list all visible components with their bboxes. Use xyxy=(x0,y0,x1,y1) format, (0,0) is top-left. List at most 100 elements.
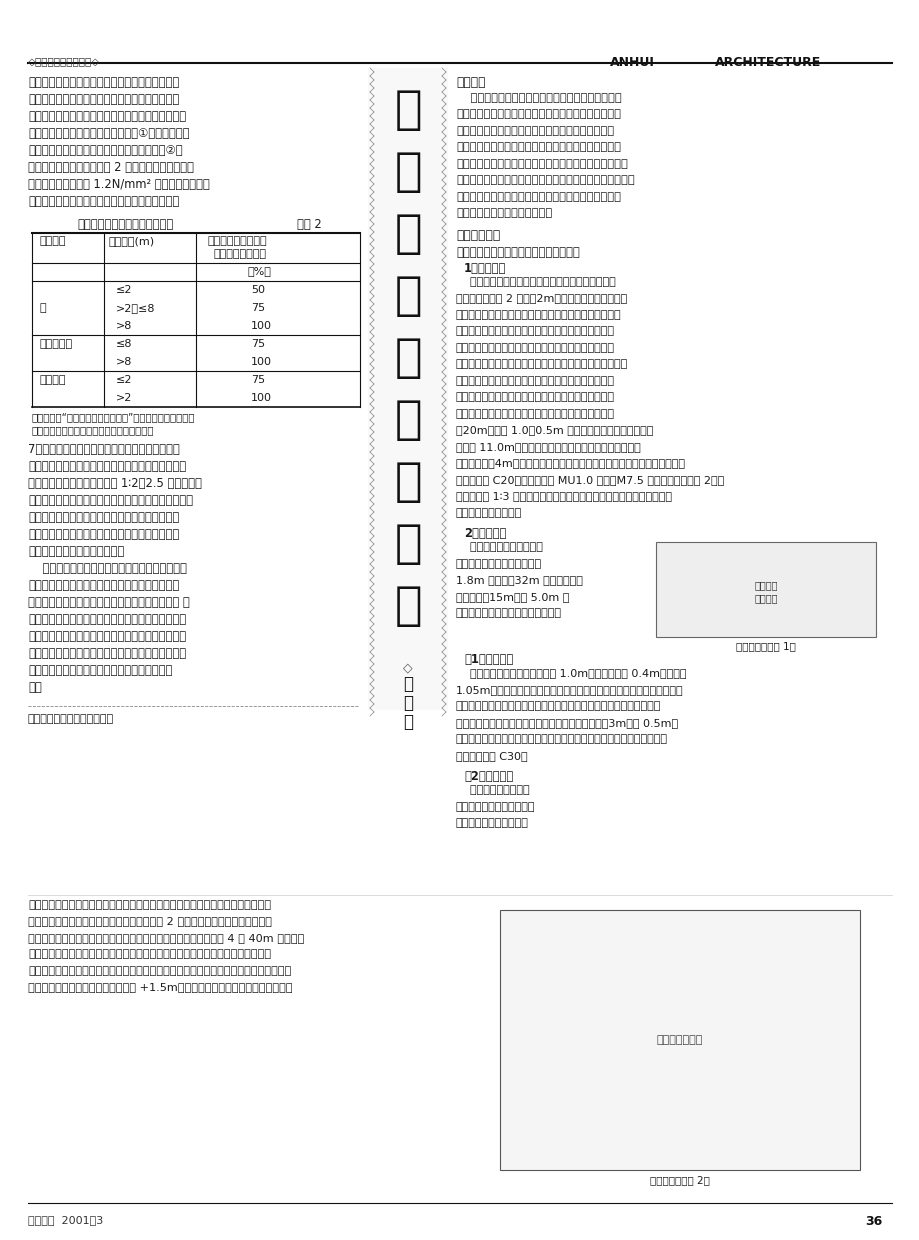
Text: 100: 100 xyxy=(251,393,272,403)
Text: （一）自来水泵房取水管顶管施工工作坑: （一）自来水泵房取水管顶管施工工作坑 xyxy=(456,246,579,259)
Text: 在: 在 xyxy=(394,212,421,257)
Text: ◇: ◇ xyxy=(403,661,413,675)
Text: 减少甚至根除工程质量通病，从而可创造良好工程，: 减少甚至根除工程质量通病，从而可创造良好工程， xyxy=(28,647,186,660)
Text: 75: 75 xyxy=(251,374,265,384)
Text: 填满，抖平，并加强养护；较大蜂窩和露筋，应凿去全: 填满，抖平，并加强养护；较大蜂窩和露筋，应凿去全 xyxy=(28,494,193,507)
Text: 础。: 础。 xyxy=(28,681,41,694)
Text: 用: 用 xyxy=(394,584,421,629)
Text: 100: 100 xyxy=(251,357,272,367)
Text: >2: >2 xyxy=(116,393,132,403)
Text: 程: 程 xyxy=(394,336,421,381)
Text: 边，土质主要为砂性土，地: 边，土质主要为砂性土，地 xyxy=(456,802,535,812)
Text: 部为基岩，为了加快工程: 部为基岩，为了加快工程 xyxy=(456,818,528,828)
Text: 沉井位置图（图 1）: 沉井位置图（图 1） xyxy=(735,641,795,651)
Text: 75: 75 xyxy=(251,303,265,312)
Text: 沉井位置: 沉井位置 xyxy=(754,593,777,603)
Text: （1）刃脚制作: （1）刃脚制作 xyxy=(463,653,513,666)
Text: 应: 应 xyxy=(394,522,421,567)
Text: 状有圆形、方形等，剑面形状有柱形、台阶形、锥形等。由: 状有圆形、方形等，剑面形状有柱形、台阶形、锥形等。由 xyxy=(456,176,634,186)
Text: >8: >8 xyxy=(116,357,132,367)
Text: 质报告及顶管设计的要求，经理设计计算，沉井为内净: 质报告及顶管设计的要求，经理设计计算，沉井为内净 xyxy=(456,409,614,419)
Text: 杰: 杰 xyxy=(403,713,413,732)
Text: 用于软弱地基处理或不能直接进行大开挖的基坑施工: 用于软弱地基处理或不能直接进行大开挖的基坑施工 xyxy=(456,126,614,136)
Text: 构基本完成，利用泵房内备水池作为工作坑，用管官方: 构基本完成，利用泵房内备水池作为工作坑，用管官方 xyxy=(456,326,614,336)
Text: （%）: （%） xyxy=(248,267,272,277)
Text: 1.05m，因土模标高位置地下水丰富，土质较差，施工前对其重新换土回: 1.05m，因土模标高位置地下水丰富，土质较差，施工前对其重新换土回 xyxy=(456,684,683,694)
Text: 泵将泥浆排到井外泥浆沉淠池，部分坚硬岩石采用人工风镐结合部分控制爆破，石: 泵将泥浆排到井外泥浆沉淠池，部分坚硬岩石采用人工风镐结合部分控制爆破，石 xyxy=(28,950,271,960)
Text: 即在泵房前挖一沉井，在沉井内进行顶管操作。根据地: 即在泵房前挖一沉井，在沉井内进行顶管操作。根据地 xyxy=(456,393,614,403)
Text: 模：混凝土强度应符合附表 2 规定，另外，在已浇筑: 模：混凝土强度应符合附表 2 规定，另外，在已浇筑 xyxy=(28,161,194,174)
Text: 周围土层压力，在沉井位置挖: 周围土层压力，在沉井位置挖 xyxy=(456,559,541,569)
Text: 50: 50 xyxy=(251,285,265,295)
Text: 结构跨度(m): 结构跨度(m) xyxy=(108,236,155,246)
Text: 安徽建筑  2001－3: 安徽建筑 2001－3 xyxy=(28,1215,103,1225)
Text: ≤2: ≤2 xyxy=(116,374,132,384)
Text: 块用吴车运出井外；控土顺序为中间先挖，外侧均匀对称，下挖土均匀对称，下挖土时，: 块用吴车运出井外；控土顺序为中间先挖，外侧均匀对称，下挖土均匀对称，下挖土时， xyxy=(28,966,291,976)
Text: 沉井结构图（图 2）: 沉井结构图（图 2） xyxy=(650,1176,709,1185)
Text: 7．拆模后如发现混凝土有缺陷，应及时修补，对: 7．拆模后如发现混凝土有缺陷，应及时修补，对 xyxy=(28,443,179,456)
Text: 水从井心控孔的要求。: 水从井心控孔的要求。 xyxy=(456,508,522,518)
Text: 式，有砖砂实沉井、混凝土沉井、钉筋砖沉井等；平面形: 式，有砖砂实沉井、混凝土沉井、钉筋砖沉井等；平面形 xyxy=(456,159,627,169)
Text: 根据用途的不同，有用于提供施工操作面的工作井，有: 根据用途的不同，有用于提供施工操作面的工作井，有 xyxy=(456,109,620,119)
Text: 的: 的 xyxy=(394,460,421,505)
Text: 悬臂结构: 悬臂结构 xyxy=(40,374,66,384)
Text: ≤8: ≤8 xyxy=(116,339,132,348)
Text: 砖强度等级 C20，砖砂体采用 MU1.0 红砖、M7.5 水泥砂浆（详见图 2）。: 砖强度等级 C20，砖砂体采用 MU1.0 红砖、M7.5 水泥砂浆（详见图 2… xyxy=(456,475,723,485)
Text: 1．方案确立: 1．方案确立 xyxy=(463,262,505,275)
Text: >8: >8 xyxy=(116,321,132,331)
Text: 高压水流冲刷土层，使其形成一定稠度混凝泥浆汇至集泥坑，采用 4 台 40m 扬程泥浆: 高压水流冲刷土层，使其形成一定稠度混凝泥浆汇至集泥坑，采用 4 台 40m 扬程… xyxy=(28,932,304,942)
Text: 填，分层夸实，控制土模标高，确保刃脚在同一水平上，为便于顶管的: 填，分层夸实，控制土模标高，确保刃脚在同一水平上，为便于顶管的 xyxy=(456,702,661,712)
Text: 当设计无要求时，应符合下列规定：①侧模：在混凝: 当设计无要求时，应符合下列规定：①侧模：在混凝 xyxy=(28,126,189,140)
Text: 法完成取水管施工，在实际施工中发现该方案根本无法: 法完成取水管施工，在实际施工中发现该方案根本无法 xyxy=(456,343,614,353)
Text: 中: 中 xyxy=(394,398,421,443)
Text: 于沉井一些独有优点，在工民建中被广泛应用，下面介: 于沉井一些独有优点，在工民建中被广泛应用，下面介 xyxy=(456,192,620,202)
Text: >2，≤8: >2，≤8 xyxy=(116,303,155,312)
Text: 通过以上分析，我们不难看出，工程质量通病的: 通过以上分析，我们不难看出，工程质量通病的 xyxy=(28,562,187,575)
Text: 部深度内薄弱混凝土层和个别突出的骨料，用细丝: 部深度内薄弱混凝土层和个别突出的骨料，用细丝 xyxy=(28,511,179,525)
Text: 文: 文 xyxy=(403,694,413,712)
Text: 2．沉井施工: 2．沉井施工 xyxy=(463,527,505,541)
Text: 深度为 11.0m，井壁沿垂直向在变截面处设钉筋砖圆梁，: 深度为 11.0m，井壁沿垂直向在变截面处设钉筋砖圆梁， xyxy=(456,441,640,453)
Text: 绍两个我在工程中遇到的实例。: 绍两个我在工程中遇到的实例。 xyxy=(456,208,551,218)
Text: 板: 板 xyxy=(40,303,47,312)
Bar xyxy=(368,68,448,711)
Text: 再处理刃脚下部混砂。当下沉到标高 +1.5m（黄海高程）时，东侧已到基岩面，而: 再处理刃脚下部混砂。当下沉到标高 +1.5m（黄海高程）时，东侧已到基岩面，而 xyxy=(28,982,292,992)
Text: 注：上表中“设计混凝土强度标准值”系指与设计混凝土强度: 注：上表中“设计混凝土强度标准值”系指与设计混凝土强度 xyxy=(32,412,196,422)
Text: 踩踨或安装模板及支架，以防止产生裂缝或破坏。: 踩踨或安装模板及支架，以防止产生裂缝或破坏。 xyxy=(28,195,179,208)
Text: （2）沉井下沉: （2）沉井下沉 xyxy=(463,770,513,784)
Text: 75: 75 xyxy=(251,339,265,348)
Text: 于数量不多的小蜂窩、麻面或露石，应用钉丝刷扫净: 于数量不多的小蜂窩、麻面或露石，应用钉丝刷扫净 xyxy=(28,460,186,472)
Text: ANHUI: ANHUI xyxy=(609,56,654,69)
Text: 的钙管取水管（见图一）。原设计要求在取水泵房土建结: 的钙管取水管（见图一）。原设计要求在取水泵房土建结 xyxy=(456,310,621,320)
Text: 的沉井，有用于井点降水的沉井等；根据沉井的结构形: 的沉井，有用于井点降水的沉井等；根据沉井的结构形 xyxy=(456,143,620,153)
Text: 实施。为抚在汛期前完成顶管施工，经业主、监理、施工、: 实施。为抚在汛期前完成顶管施工，经业主、监理、施工、 xyxy=(456,360,628,370)
Text: 土强度能保证其表面及棱角不因拆模而受损；②底: 土强度能保证其表面及棱角不因拆模而受损；②底 xyxy=(28,144,183,157)
Text: 程建设标准强制性条文》及施工规范，加强施工现场: 程建设标准强制性条文》及施工规范，加强施工现场 xyxy=(28,613,186,626)
Text: 由于沉井位置地处江: 由于沉井位置地处江 xyxy=(456,785,529,796)
Text: 刃脚制作采用土模法，模槽深 1.0m，刃脚底部宽 0.4m，上部宽: 刃脚制作采用土模法，模槽深 1.0m，刃脚底部宽 0.4m，上部宽 xyxy=(456,668,686,678)
Text: 1.8m 深，直径32m 的坑，并于沉: 1.8m 深，直径32m 的坑，并于沉 xyxy=(456,575,583,585)
Text: 存在，与施工现场的管理水平及操作人员的素质密: 存在，与施工现场的管理水平及操作人员的素质密 xyxy=(28,579,179,591)
Text: 梁、拱、壳: 梁、拱、壳 xyxy=(40,339,73,348)
Text: 先垫好钉筋的混凝土保护层砂浆块，这样可保证混: 先垫好钉筋的混凝土保护层砂浆块，这样可保证混 xyxy=(28,76,179,89)
Text: 进度，本工程挖土方法为水力机械冲击、结合人工用风镐和控制爆破、水力机械为: 进度，本工程挖土方法为水力机械冲击、结合人工用风镐和控制爆破、水力机械为 xyxy=(28,900,271,910)
Text: 宽同井壁厚的砖圈，该砖圈同刃脚相连，同井壁砖砂体间有拉结鑉筋，刃: 宽同井壁厚的砖圈，该砖圈同刃脚相连，同井壁砖砂体间有拉结鑉筋，刃 xyxy=(456,734,667,744)
Text: 为了便沉井的施工，减少: 为了便沉井的施工，减少 xyxy=(456,542,542,553)
Text: 在马鞍山市白来水公司水源厂工程中，取水泵房到: 在马鞍山市白来水公司水源厂工程中，取水泵房到 xyxy=(456,277,615,286)
Text: 取水泵房: 取水泵房 xyxy=(754,580,777,590)
Text: 标准值的百分率计: 标准值的百分率计 xyxy=(214,249,267,259)
Text: 井: 井 xyxy=(394,150,421,195)
Text: 二、工程实例: 二、工程实例 xyxy=(456,229,500,242)
Text: 设计等单位研究，确立了以沉井为顶管工作坑的方案，: 设计等单位研究，确立了以沉井为顶管工作坑的方案， xyxy=(456,376,614,386)
Text: 的混凝土强度未达到 1.2N/mm² 以前，不得在其上: 的混凝土强度未达到 1.2N/mm² 以前，不得在其上 xyxy=(28,179,210,191)
Bar xyxy=(499,910,859,1171)
Text: 脚砖强度等级 C30。: 脚砖强度等级 C30。 xyxy=(456,751,528,761)
Text: ARCHITECTURE: ARCHITECTURE xyxy=(714,56,821,69)
Text: 沉井是工程建设施工中较为常用的一种施工方法，: 沉井是工程建设施工中较为常用的一种施工方法， xyxy=(456,93,621,103)
Text: ≤2: ≤2 xyxy=(116,285,132,295)
Text: 工: 工 xyxy=(394,274,421,319)
Text: 现浇结构拆模时所需混凝土强度: 现浇结构拆模时所需混凝土强度 xyxy=(77,218,173,231)
Text: 井壁外侧抄 1∶3 水泥砂浆，用于减小沉井与土层间的摩擦力，防止地下: 井壁外侧抄 1∶3 水泥砂浆，用于减小沉井与土层间的摩擦力，防止地下 xyxy=(456,491,671,501)
Text: 及其支架的拆除时，其混凝土强度应符合设计要求，: 及其支架的拆除时，其混凝土强度应符合设计要求， xyxy=(28,110,186,123)
Text: 或压力水冲洗干净，然后用用 1∶2～2.5 的水泥砂浆: 或压力水冲洗干净，然后用用 1∶2～2.5 的水泥砂浆 xyxy=(28,477,201,490)
